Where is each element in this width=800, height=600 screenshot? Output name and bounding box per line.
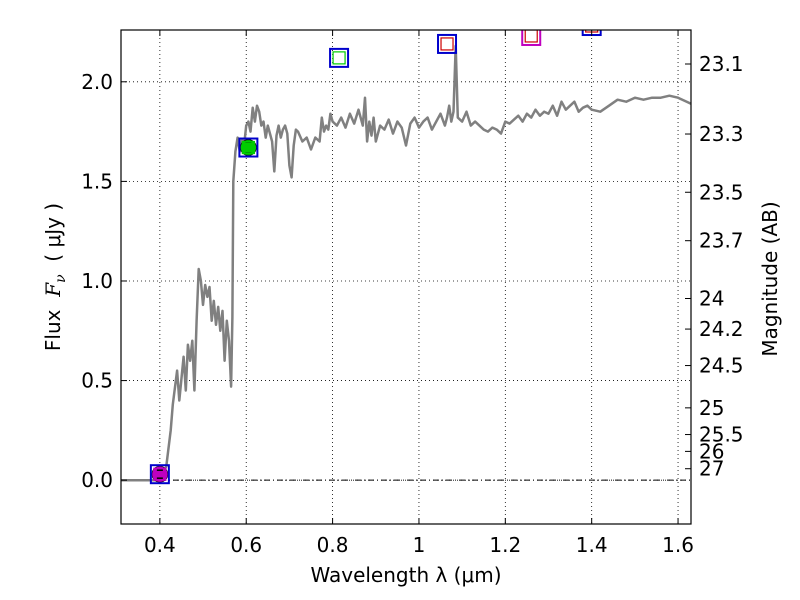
mag-tick-label: 26 bbox=[699, 439, 724, 463]
model-flux-box-inner bbox=[241, 140, 255, 155]
y-tick-label: 1.0 bbox=[81, 269, 113, 293]
right-axis-title: Magnitude (AB) bbox=[758, 201, 782, 356]
mag-tick-label: 24.2 bbox=[699, 317, 744, 341]
y-axis-title-subscript: ν bbox=[53, 274, 69, 283]
model-flux-box bbox=[149, 464, 170, 485]
model-flux-box bbox=[238, 137, 259, 158]
mag-tick-label: 23.1 bbox=[699, 52, 744, 76]
y-tick-label: 1.5 bbox=[81, 169, 113, 193]
sed-model-line bbox=[121, 44, 691, 482]
y-axis-title-symbol: F bbox=[41, 282, 65, 298]
mag-tick-label: 24.5 bbox=[699, 354, 744, 378]
x-tick-label: 1.6 bbox=[662, 533, 694, 557]
model-flux-box bbox=[521, 30, 542, 46]
y-tick-label: 0.0 bbox=[81, 468, 113, 492]
mag-tick-label: 23.7 bbox=[699, 229, 744, 253]
x-tick-label: 1 bbox=[413, 533, 426, 557]
y-tick-label: 0.5 bbox=[81, 369, 113, 393]
plot-background bbox=[121, 30, 691, 524]
y-axis-title-prefix: Flux bbox=[41, 297, 65, 351]
grid bbox=[121, 30, 691, 524]
model-flux-box bbox=[329, 47, 350, 68]
x-tick-label: 0.8 bbox=[317, 533, 349, 557]
mag-tick-label: 27 bbox=[699, 457, 724, 481]
mag-tick-label: 24 bbox=[699, 287, 724, 311]
mag-tick-label: 25 bbox=[699, 396, 724, 420]
x-tick-label: 0.4 bbox=[144, 533, 176, 557]
model-flux-box-inner bbox=[332, 51, 346, 65]
model-flux-box-inner bbox=[153, 467, 167, 481]
y-axis-title-suffix: ( μJy ) bbox=[41, 203, 65, 275]
mag-tick-label: 23.5 bbox=[699, 180, 744, 204]
y-tick-label: 2.0 bbox=[81, 70, 113, 94]
plot-frame bbox=[120, 29, 692, 525]
model-flux-box-inner bbox=[440, 37, 454, 51]
model-flux-box-inner bbox=[524, 30, 538, 43]
x-tick-label: 0.6 bbox=[230, 533, 262, 557]
model-flux-box bbox=[437, 33, 458, 54]
y-axis-title: Flux Fν ( μJy ) bbox=[41, 203, 69, 351]
x-tick-label: 1.4 bbox=[576, 533, 608, 557]
x-axis-title: Wavelength λ (μm) bbox=[310, 563, 501, 587]
mag-tick-label: 25.5 bbox=[699, 423, 744, 447]
x-tick-label: 1.2 bbox=[489, 533, 521, 557]
mag-tick-label: 23.3 bbox=[699, 122, 744, 146]
